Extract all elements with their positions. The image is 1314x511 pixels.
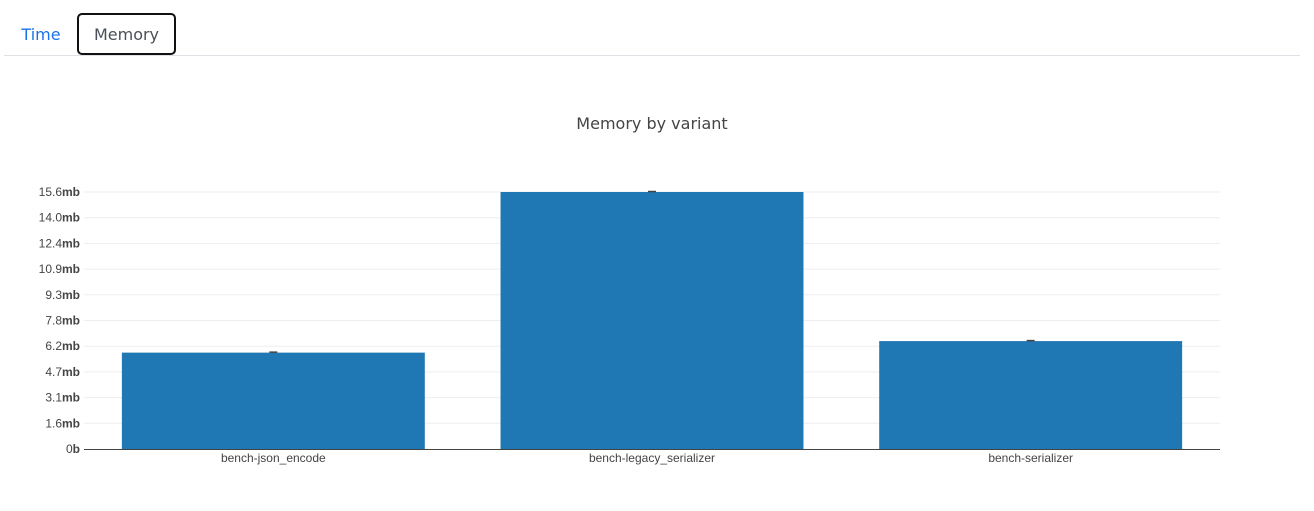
y-tick-value: 1.6 <box>45 416 62 430</box>
y-tick-value: 12.4 <box>39 236 63 250</box>
x-tick-label: bench-legacy_serializer <box>589 451 715 465</box>
y-tick-unit: mb <box>62 211 80 225</box>
y-tick-unit: mb <box>62 262 80 276</box>
y-tick-unit: mb <box>62 391 80 405</box>
y-tick-value: 3.1 <box>45 391 62 405</box>
y-tick-value: 15.6 <box>39 185 63 199</box>
y-tick-value: 0 <box>66 442 73 456</box>
y-tick-value: 9.3 <box>45 288 62 302</box>
y-tick-value: 4.7 <box>45 365 62 379</box>
y-tick-label: 10.9mb <box>39 262 80 276</box>
bar[interactable] <box>879 341 1183 449</box>
y-tick-unit: mb <box>62 314 80 328</box>
y-tick-label: 9.3mb <box>45 288 80 302</box>
y-tick-label: 1.6mb <box>45 416 80 430</box>
y-tick-value: 6.2 <box>45 339 62 353</box>
y-tick-value: 7.8 <box>45 314 62 328</box>
y-tick-unit: b <box>73 442 80 456</box>
y-tick-label: 14.0mb <box>39 211 80 225</box>
y-tick-unit: mb <box>62 185 80 199</box>
bar[interactable] <box>500 192 804 449</box>
x-tick-label: bench-serializer <box>988 451 1073 465</box>
tab-time[interactable]: Time <box>8 13 74 55</box>
y-tick-value: 10.9 <box>39 262 63 276</box>
y-tick-unit: mb <box>62 365 80 379</box>
bar[interactable] <box>121 352 425 449</box>
tab-bar: Time Memory <box>4 0 1300 56</box>
y-tick-label: 3.1mb <box>45 391 80 405</box>
y-tick-label: 7.8mb <box>45 314 80 328</box>
x-tick-label: bench-json_encode <box>221 451 326 465</box>
chart-title: Memory by variant <box>576 114 727 133</box>
y-tick-label: 4.7mb <box>45 365 80 379</box>
y-tick-unit: mb <box>62 288 80 302</box>
y-tick-label: 15.6mb <box>39 185 80 199</box>
y-tick-unit: mb <box>62 416 80 430</box>
bars <box>121 190 1183 449</box>
y-tick-label: 0b <box>66 442 80 456</box>
memory-bar-chart: Memory by variant 0b1.6mb3.1mb4.7mb6.2mb… <box>39 114 1220 465</box>
y-tick-value: 14.0 <box>39 211 63 225</box>
y-tick-label: 6.2mb <box>45 339 80 353</box>
y-tick-label: 12.4mb <box>39 236 80 250</box>
axes: 0b1.6mb3.1mb4.7mb6.2mb7.8mb9.3mb10.9mb12… <box>39 185 1220 465</box>
y-tick-unit: mb <box>62 236 80 250</box>
tab-memory[interactable]: Memory <box>77 13 176 55</box>
y-tick-unit: mb <box>62 339 80 353</box>
